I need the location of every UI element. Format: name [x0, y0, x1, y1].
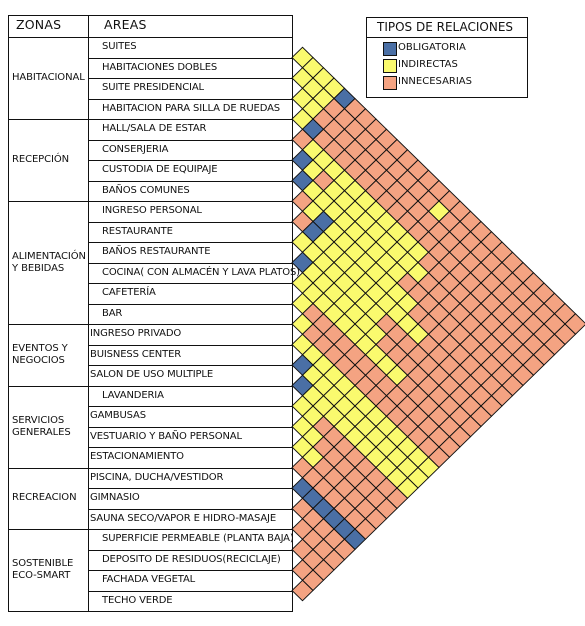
table-top-border	[8, 15, 293, 16]
zone-separator	[8, 529, 88, 530]
area-row-separator	[88, 78, 292, 79]
area-label: TECHO VERDE	[102, 594, 173, 606]
legend-label-indirectas: INDIRECTAS	[398, 59, 458, 70]
area-label: CUSTODIA DE EQUIPAJE	[102, 164, 218, 175]
area-row-separator	[88, 57, 292, 59]
area-row-separator	[88, 119, 292, 120]
area-row-separator	[88, 180, 292, 182]
area-label: INGRESO PRIVADO	[90, 328, 182, 339]
area-label: VESTUARIO Y BAÑO PERSONAL	[90, 430, 242, 442]
area-label: BAÑOS RESTAURANTE	[102, 246, 211, 257]
area-label: RESTAURANTE	[102, 225, 173, 237]
zone-label: RECEPCIÓN	[12, 154, 69, 165]
zone-area-divider	[88, 15, 89, 612]
area-row-separator	[88, 98, 292, 100]
area-label: ESTACIONAMIENTO	[90, 451, 184, 462]
area-label: BAÑOS COMUNES	[102, 184, 190, 196]
zone-label: HABITACIONAL	[12, 72, 85, 83]
area-label: SUPERFICIE PERMEABLE (PLANTA BAJA)	[102, 533, 294, 544]
area-label: COCINA( CON ALMACÉN Y LAVA PLATOS)	[102, 266, 300, 278]
area-row-separator	[88, 365, 292, 366]
area-row-separator	[88, 590, 292, 592]
area-label: SALON DE USO MULTIPLE	[90, 369, 214, 380]
area-label: INGRESO PERSONAL	[102, 205, 202, 216]
zone-separator	[8, 467, 88, 469]
area-label: SAUNA SECO/VAPOR E HIDRO-MASAJE	[90, 512, 276, 524]
area-row-separator	[88, 221, 292, 223]
area-label: GAMBUSAS	[90, 410, 146, 421]
legend-swatch-indirectas	[383, 59, 397, 73]
legend: TIPOS DE RELACIONES OBLIGATORIA INDIRECT…	[366, 17, 528, 98]
legend-swatch-innecesarias	[383, 76, 397, 90]
area-row-separator	[88, 324, 292, 325]
area-row-separator	[88, 488, 292, 489]
area-label: GIMNASIO	[90, 492, 140, 503]
area-label: BAR	[102, 307, 123, 319]
area-label: SUITES	[102, 41, 137, 52]
header-separator	[8, 37, 293, 38]
legend-label-innecesarias: INNECESARIAS	[398, 76, 472, 87]
table-left-border	[8, 15, 9, 612]
area-row-separator	[88, 283, 292, 284]
zone-label: RECREACION	[12, 492, 77, 504]
area-row-separator	[88, 406, 292, 407]
legend-title: TIPOS DE RELACIONES	[377, 20, 514, 34]
area-row-separator	[88, 201, 292, 202]
area-row-separator	[88, 160, 292, 161]
table-right-border	[292, 15, 293, 612]
area-label: DEPOSITO DE RESIDUOS(RECICLAJE)	[102, 553, 281, 565]
zone-separator	[8, 201, 88, 202]
area-row-separator	[88, 262, 292, 264]
area-row-separator	[88, 549, 292, 551]
area-label: HABITACIONES DOBLES	[102, 61, 218, 73]
zone-label: EVENTOS Y NEGOCIOS	[12, 342, 68, 366]
area-label: CONSERJERIA	[102, 143, 169, 155]
zone-label: SOSTENIBLE ECO-SMART	[12, 558, 74, 581]
matrix-cell	[291, 579, 314, 602]
zone-label: SERVICIOS GENERALES	[12, 414, 71, 438]
area-row-separator	[88, 447, 292, 448]
area-row-separator	[88, 508, 292, 510]
area-label: FACHADA VEGETAL	[102, 574, 196, 585]
zone-separator	[8, 324, 88, 325]
legend-swatch-obligatoria	[383, 42, 397, 56]
area-row-separator	[88, 303, 292, 305]
zone-separator	[8, 119, 88, 120]
zones-header: ZONAS	[16, 17, 62, 32]
area-row-separator	[88, 570, 292, 571]
area-row-separator	[88, 242, 292, 243]
area-row-separator	[88, 529, 292, 530]
area-row-separator	[88, 467, 292, 469]
area-row-separator	[88, 139, 292, 141]
area-label: BUISNESS CENTER	[90, 348, 182, 360]
legend-label-obligatoria: OBLIGATORIA	[398, 42, 466, 53]
zone-label: ALIMENTACIÓN Y BEBIDAS	[12, 250, 86, 274]
table-bottom-border	[8, 611, 293, 612]
area-row-separator	[88, 344, 292, 346]
area-label: LAVANDERIA	[102, 389, 164, 401]
zone-separator	[8, 385, 88, 387]
area-label: HABITACION PARA SILLA DE RUEDAS	[102, 102, 280, 114]
area-label: PISCINA, DUCHA/VESTIDOR	[90, 471, 224, 483]
areas-header: AREAS	[104, 17, 147, 32]
area-label: HALL/SALA DE ESTAR	[102, 123, 207, 134]
area-row-separator	[88, 426, 292, 428]
area-row-separator	[88, 385, 292, 387]
area-label: CAFETERÍA	[102, 287, 156, 298]
area-label: SUITE PRESIDENCIAL	[102, 82, 204, 93]
